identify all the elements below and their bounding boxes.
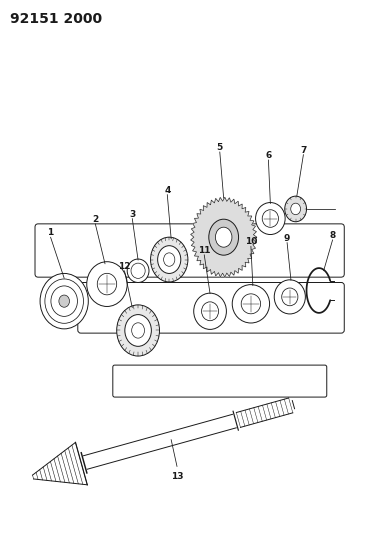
- Ellipse shape: [164, 253, 175, 266]
- Ellipse shape: [282, 288, 298, 306]
- Text: 92151 2000: 92151 2000: [10, 12, 102, 26]
- Ellipse shape: [274, 280, 305, 314]
- Ellipse shape: [87, 262, 127, 306]
- Text: 6: 6: [265, 151, 272, 160]
- Ellipse shape: [285, 196, 307, 222]
- Ellipse shape: [194, 293, 226, 329]
- Text: 5: 5: [217, 143, 223, 152]
- Text: 1: 1: [47, 228, 54, 237]
- Text: 13: 13: [171, 472, 183, 481]
- Ellipse shape: [262, 209, 279, 227]
- Ellipse shape: [232, 285, 270, 323]
- Ellipse shape: [241, 294, 261, 314]
- Ellipse shape: [291, 203, 301, 215]
- Text: 3: 3: [129, 209, 135, 219]
- Ellipse shape: [51, 286, 77, 317]
- Text: 7: 7: [300, 146, 307, 155]
- Ellipse shape: [216, 227, 232, 247]
- Text: 2: 2: [92, 215, 98, 224]
- Ellipse shape: [59, 295, 70, 307]
- Ellipse shape: [151, 237, 188, 282]
- Text: 4: 4: [164, 185, 170, 195]
- Ellipse shape: [131, 323, 144, 338]
- Text: 11: 11: [198, 246, 210, 255]
- Ellipse shape: [97, 273, 117, 295]
- Text: 10: 10: [245, 237, 257, 246]
- Text: 8: 8: [329, 231, 336, 240]
- FancyBboxPatch shape: [35, 224, 344, 277]
- Ellipse shape: [202, 302, 219, 321]
- Ellipse shape: [117, 305, 159, 356]
- Polygon shape: [191, 197, 257, 277]
- Ellipse shape: [125, 314, 151, 346]
- Text: 9: 9: [284, 233, 290, 243]
- FancyBboxPatch shape: [78, 282, 344, 333]
- Ellipse shape: [45, 279, 84, 324]
- Ellipse shape: [209, 219, 238, 255]
- Ellipse shape: [131, 263, 145, 278]
- FancyBboxPatch shape: [113, 365, 327, 397]
- Text: 12: 12: [118, 262, 131, 271]
- Ellipse shape: [256, 203, 285, 235]
- Ellipse shape: [158, 246, 181, 273]
- Ellipse shape: [127, 259, 149, 282]
- Ellipse shape: [40, 273, 88, 329]
